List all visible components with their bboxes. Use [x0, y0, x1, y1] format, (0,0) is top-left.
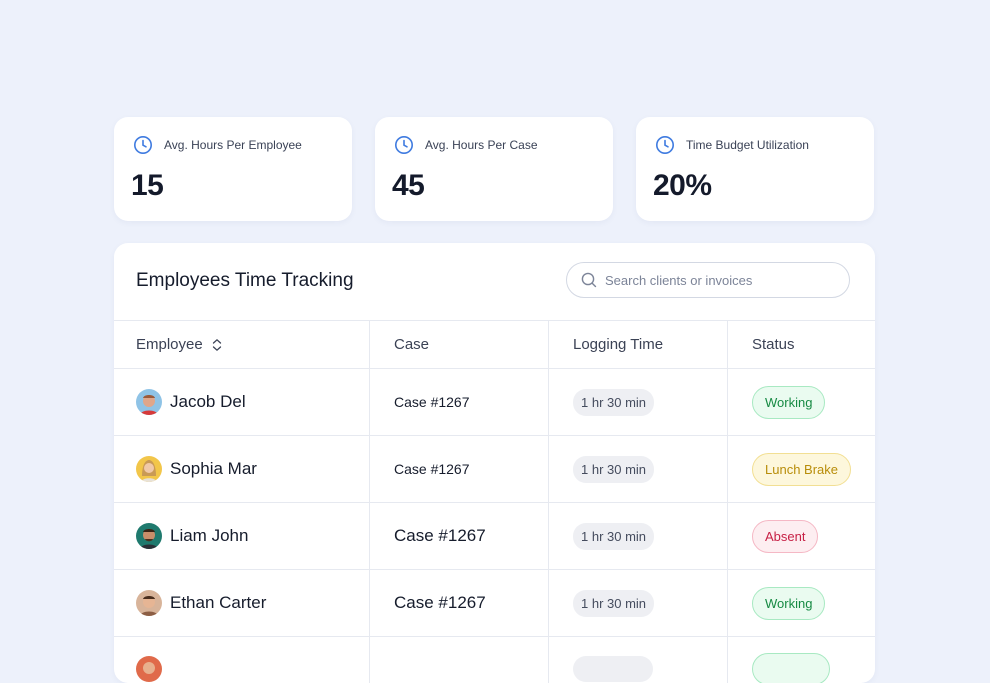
table-row[interactable]: Ethan Carter Case #1267 1 hr 30 min Work…: [114, 569, 875, 636]
table-row[interactable]: Jacob Del Case #1267 1 hr 30 min Working: [114, 368, 875, 435]
status-badge: Lunch Brake: [752, 452, 851, 486]
column-header-label: Status: [752, 336, 795, 353]
clock-icon: [656, 136, 674, 154]
avatar: [136, 389, 162, 415]
employee-name: Sophia Mar: [170, 459, 257, 478]
stat-label: Time Budget Utilization: [686, 138, 809, 152]
search-icon: [581, 272, 597, 288]
stat-label: Avg. Hours Per Employee: [164, 138, 302, 152]
column-header-status: Status: [728, 321, 875, 368]
status-badge: [752, 653, 830, 683]
column-header-logging-time: Logging Time: [549, 321, 728, 368]
stat-card-hours-per-employee: Avg. Hours Per Employee 15: [114, 117, 352, 221]
status-badge: Working: [752, 385, 826, 419]
sort-icon[interactable]: [211, 338, 223, 352]
time-tracking-table-card: Employees Time Tracking Employee Case Lo…: [114, 243, 875, 683]
logging-time-pill: 1 hr 30 min: [573, 589, 655, 617]
column-header-label: Case: [394, 336, 430, 353]
clock-icon: [134, 136, 152, 154]
case-number: Case #1267: [394, 461, 470, 477]
case-number: Case #1267: [394, 593, 486, 612]
stat-label: Avg. Hours Per Case: [425, 138, 538, 152]
employee-name: Jacob Del: [170, 392, 246, 411]
column-header-employee[interactable]: Employee: [114, 321, 370, 368]
column-header-label: Employee: [136, 336, 203, 353]
time-tracking-table: Employee Case Logging Time Status Jacob …: [114, 320, 875, 683]
avatar: [136, 456, 162, 482]
status-badge: Working: [752, 586, 826, 620]
logging-time-pill: 1 hr 30 min: [573, 388, 655, 416]
stat-value: 15: [131, 169, 164, 202]
table-row[interactable]: Sophia Mar Case #1267 1 hr 30 min Lunch …: [114, 435, 875, 502]
avatar: [136, 590, 162, 616]
stat-card-budget-utilization: Time Budget Utilization 20%: [636, 117, 874, 221]
logging-time-pill: 1 hr 30 min: [573, 522, 655, 550]
clock-icon: [395, 136, 413, 154]
stat-value: 20%: [653, 169, 712, 202]
column-header-case: Case: [370, 321, 549, 368]
case-number: Case #1267: [394, 526, 486, 545]
stat-card-hours-per-case: Avg. Hours Per Case 45: [375, 117, 613, 221]
stat-value: 45: [392, 169, 425, 202]
search-box[interactable]: [566, 262, 850, 298]
logging-time-pill: 1 hr 30 min: [573, 455, 655, 483]
status-badge: Absent: [752, 519, 819, 553]
avatar: [136, 523, 162, 549]
employee-name: Liam John: [170, 526, 249, 545]
column-header-label: Logging Time: [573, 336, 664, 353]
employee-name: Ethan Carter: [170, 593, 267, 612]
search-input[interactable]: [603, 271, 837, 289]
case-number: Case #1267: [394, 394, 470, 410]
table-title: Employees Time Tracking: [136, 270, 354, 291]
table-row[interactable]: Liam John Case #1267 1 hr 30 min Absent: [114, 502, 875, 569]
table-header-row: Employee Case Logging Time Status: [114, 320, 875, 368]
